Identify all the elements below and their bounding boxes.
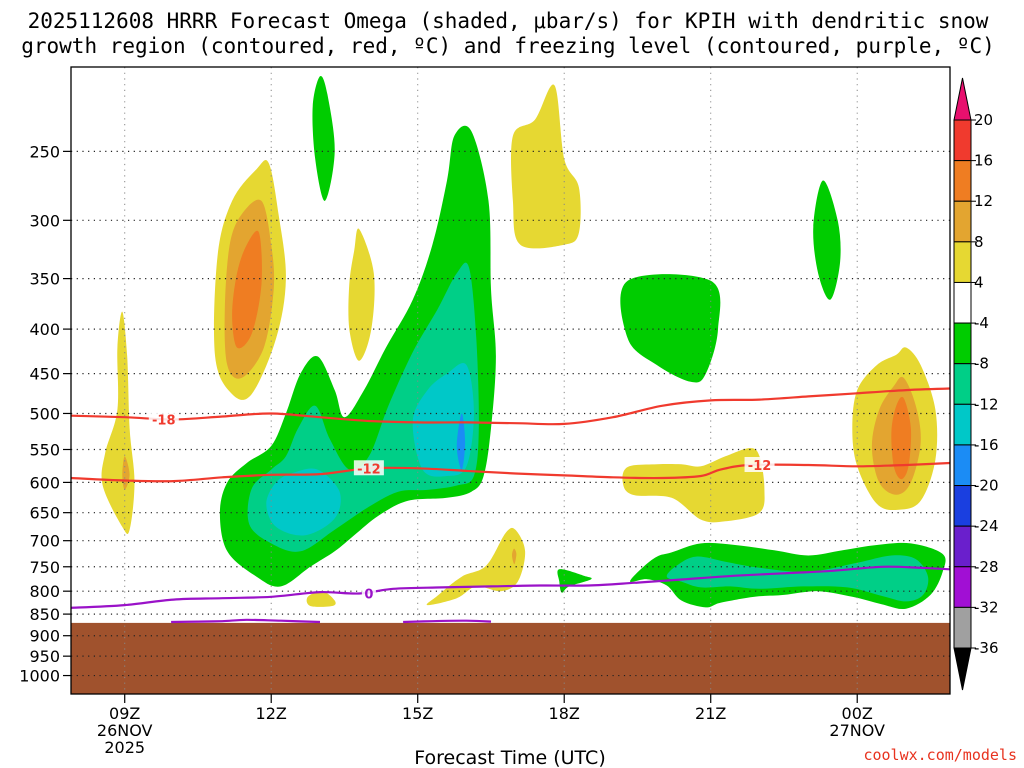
omega-region-ascent-1720z — [510, 84, 581, 249]
colorbar-label-5: -4 — [974, 314, 989, 332]
y-tick-label-500: 500 — [29, 404, 60, 423]
colorbar-bin-1 — [953, 119, 972, 162]
omega-region-ascent-1700z-low-core — [511, 548, 517, 565]
contour-zero-label-bg — [361, 585, 376, 601]
colorbar-bin-13 — [953, 606, 972, 649]
x-tick-label-9-0: 09Z — [109, 704, 140, 723]
y-tick-label-850: 850 — [29, 605, 60, 624]
x-tick-label-12-0: 12Z — [256, 704, 287, 723]
colorbar-label-7: -12 — [974, 395, 999, 413]
omega-region-descent-1745z — [557, 569, 592, 593]
omega-region-ascent-1130z-12 — [232, 230, 262, 349]
omega-shading — [101, 75, 946, 610]
grid-lines — [71, 67, 950, 694]
y-tick-label-650: 650 — [29, 504, 60, 523]
colorbar-label-4: 4 — [974, 273, 984, 291]
y-tick-label-400: 400 — [29, 320, 60, 339]
chart-title-line-2: growth region (contoured, red, ºC) and f… — [21, 34, 995, 58]
omega-region-descent-main-16 — [456, 413, 466, 470]
omega-region-descent-2330z — [813, 180, 841, 300]
contour-minus18-line — [70, 387, 951, 426]
y-tick-label-600: 600 — [29, 473, 60, 492]
y-tick-label-350: 350 — [29, 270, 60, 289]
colorbar: 20 16 12 8 4 -4 -8 -12 -16 -20 -24 -28 -32 -36 — [953, 77, 999, 691]
plot-area — [71, 67, 950, 694]
y-tick-label-700: 700 — [29, 532, 60, 551]
temperature-contours: -18 -12 -12 0 — [70, 387, 951, 624]
x-tick-label-15-0: 15Z — [402, 704, 433, 723]
x-tick-label-21-0: 21Z — [695, 704, 726, 723]
colorbar-label-9: -20 — [974, 477, 999, 495]
colorbar-bin-8 — [953, 403, 972, 446]
x-tick-label-9-2: 2025 — [104, 738, 145, 757]
y-tick-label-800: 800 — [29, 582, 60, 601]
colorbar-bin-3 — [953, 200, 972, 243]
colorbar-label-2: 12 — [974, 192, 993, 210]
colorbar-bin-5 — [953, 281, 972, 324]
contour-minus12-line — [70, 461, 951, 483]
omega-region-ascent-1300z-low — [306, 591, 336, 607]
contour-minus18-label: -18 — [152, 413, 176, 428]
colorbar-bin-9 — [953, 444, 972, 487]
y-tick-label-550: 550 — [29, 441, 60, 460]
colorbar-label-10: -24 — [974, 517, 999, 535]
contour-minus12-label-bg — [353, 460, 384, 476]
colorbar-label-3: 8 — [974, 233, 984, 251]
colorbar-bin-12 — [953, 566, 972, 608]
y-tick-label-250: 250 — [29, 142, 60, 161]
contour-minus12-label: -12 — [357, 462, 381, 477]
colorbar-bin-14 — [953, 647, 972, 691]
colorbar-bin-11 — [953, 525, 972, 568]
colorbar-bin-2 — [953, 160, 972, 202]
contour-zero-label: 0 — [364, 588, 373, 603]
plot-frame — [70, 66, 951, 695]
y-tick-label-950: 950 — [29, 647, 60, 666]
colorbar-label-8: -16 — [974, 436, 999, 454]
omega-region-descent-1930z — [620, 274, 721, 383]
colorbar-label-1: 16 — [974, 152, 993, 170]
y-tick-label-450: 450 — [29, 365, 60, 384]
ground-terrain — [71, 622, 950, 694]
y-tick-label-300: 300 — [29, 211, 60, 230]
credit-text: coolwx.com/models — [863, 746, 1017, 764]
chart-title-line-1: 2025112608 HRRR Forecast Omega (shaded, … — [28, 9, 989, 33]
contour-minus12b-label: -12 — [748, 459, 772, 474]
x-tick-label-9-1: 26NOV — [97, 721, 153, 740]
omega-region-ascent-0100z-12 — [891, 396, 912, 480]
contour-zero-seg2-line — [403, 619, 492, 624]
colorbar-label-6: -8 — [974, 355, 989, 373]
colorbar-bin-6 — [953, 322, 972, 365]
contour-minus12b-label-bg — [744, 456, 775, 472]
colorbar-bin-7 — [953, 363, 972, 405]
x-tick-label-18-0: 18Z — [549, 704, 580, 723]
x-tick-label-24-1: 27NOV — [829, 721, 885, 740]
y-tick-label-1000: 1000 — [19, 667, 60, 686]
omega-region-descent-1300z-top — [312, 75, 335, 201]
colorbar-bin-4 — [953, 241, 972, 283]
colorbar-bin-10 — [953, 485, 972, 527]
contour-zero-seg1-line — [171, 618, 321, 624]
colorbar-label-13: -36 — [974, 639, 999, 657]
y-tick-label-750: 750 — [29, 558, 60, 577]
colorbar-label-11: -28 — [974, 558, 999, 576]
omega-region-descent-2200z-8 — [666, 555, 929, 602]
x-axis-label: Forecast Time (UTC) — [414, 747, 605, 768]
omega-region-ascent-1400z — [348, 228, 375, 361]
y-axis-ticks: 250 300 350 400 450 500 550 600 650 700 750 800 850 9… — [19, 142, 71, 686]
colorbar-label-0: 20 — [974, 111, 993, 129]
x-tick-label-24-0: 00Z — [842, 704, 873, 723]
colorbar-bin-0 — [953, 77, 972, 121]
y-tick-label-900: 900 — [29, 627, 60, 646]
colorbar-label-12: -32 — [974, 598, 999, 616]
contour-minus18-label-bg — [148, 411, 179, 427]
omega-region-descent-main-12b — [266, 468, 341, 536]
ground-block — [71, 622, 950, 694]
contour-zero-line — [70, 565, 951, 609]
